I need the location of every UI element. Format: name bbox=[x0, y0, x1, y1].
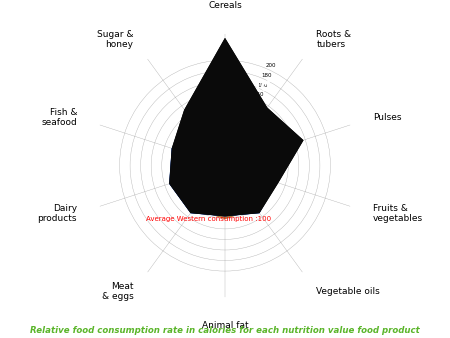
Text: World: World bbox=[221, 79, 271, 94]
Text: Relative food consumption rate in calories for each nutrition value food product: Relative food consumption rate in calori… bbox=[30, 325, 420, 335]
Text: Dairy
products: Dairy products bbox=[37, 204, 77, 223]
Polygon shape bbox=[170, 39, 303, 216]
Text: Pulses: Pulses bbox=[373, 113, 401, 122]
Polygon shape bbox=[170, 100, 275, 216]
Text: France: France bbox=[204, 114, 261, 129]
Text: Cereals: Cereals bbox=[208, 1, 242, 10]
Text: Average Western consumption :100: Average Western consumption :100 bbox=[146, 216, 271, 222]
Text: Meat
& eggs: Meat & eggs bbox=[102, 282, 134, 301]
Text: Animal fat: Animal fat bbox=[202, 321, 248, 330]
Text: Sugar &
honey: Sugar & honey bbox=[97, 30, 134, 49]
Text: Roots &
tubers: Roots & tubers bbox=[316, 30, 351, 49]
Text: Fruits &
vegetables: Fruits & vegetables bbox=[373, 204, 423, 223]
Polygon shape bbox=[175, 113, 275, 218]
Text: Vegetable oils: Vegetable oils bbox=[316, 287, 380, 296]
Text: Fish &
seafood: Fish & seafood bbox=[41, 108, 77, 127]
